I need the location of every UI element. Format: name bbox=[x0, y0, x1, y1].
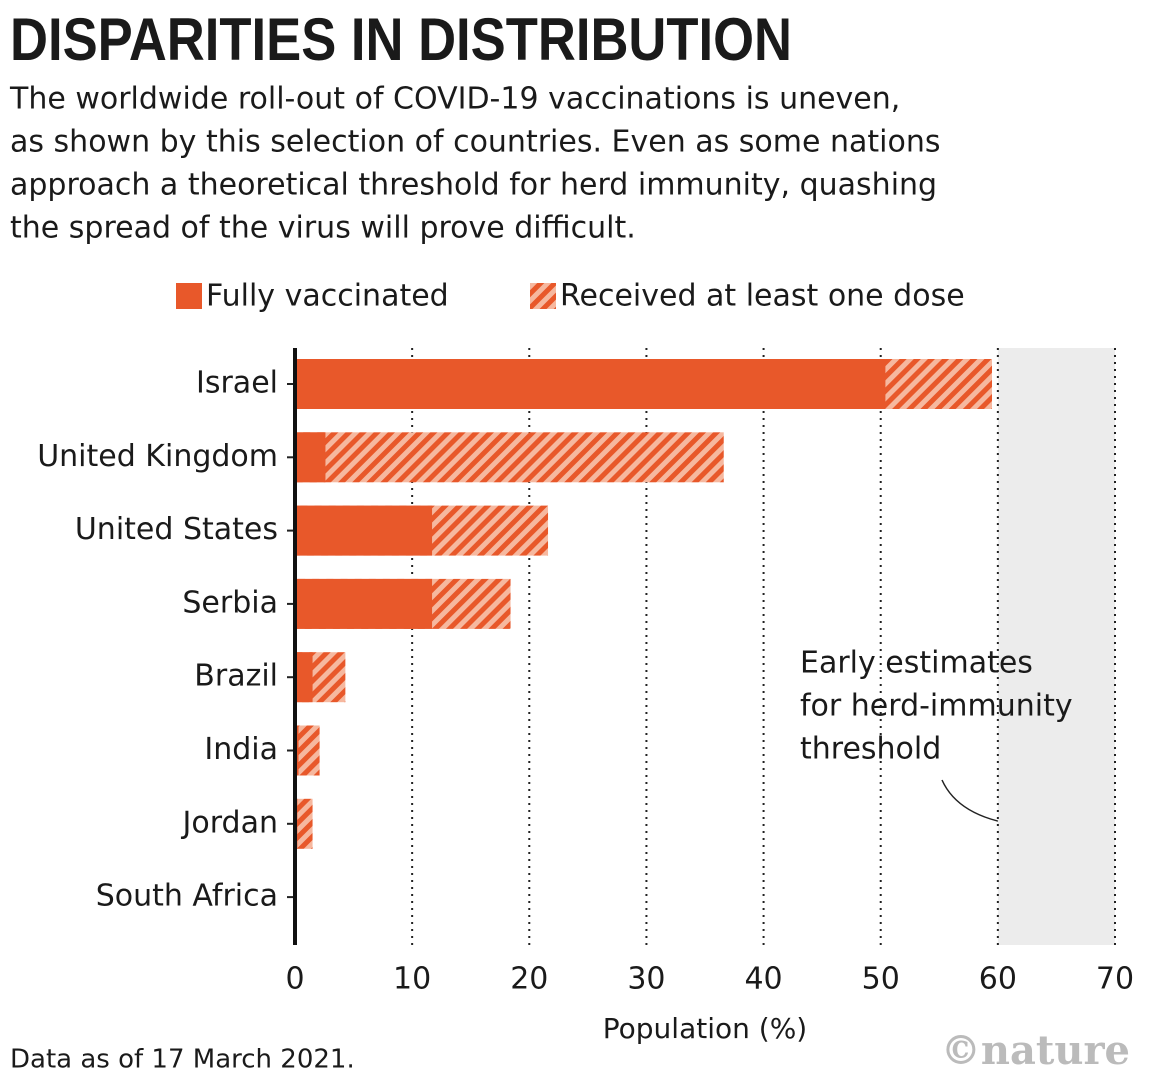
bar bbox=[295, 432, 724, 483]
note: Data as of 17 March 2021. bbox=[10, 1045, 355, 1075]
subtitle-line: approach a theoretical threshold for her… bbox=[10, 168, 937, 203]
credit: ©nature bbox=[941, 1027, 1130, 1074]
x-tick-label: 0 bbox=[285, 962, 304, 997]
y-tick-label: Brazil bbox=[194, 659, 278, 694]
chart-title: DISPARITIES IN DISTRIBUTION bbox=[10, 6, 792, 73]
x-tick-label: 10 bbox=[393, 962, 431, 997]
bar bbox=[295, 725, 320, 776]
legend-swatch bbox=[530, 283, 556, 309]
bar bbox=[295, 798, 313, 849]
legend-label: Received at least one dose bbox=[560, 279, 965, 314]
legend-swatch bbox=[176, 283, 202, 309]
y-tick-label: Serbia bbox=[182, 585, 278, 620]
y-tick-label: South Africa bbox=[96, 879, 278, 914]
x-tick-label: 20 bbox=[510, 962, 548, 997]
x-axis-label: Population (%) bbox=[603, 1012, 807, 1045]
y-tick-label: India bbox=[204, 732, 278, 767]
annotation: Early estimates bbox=[800, 646, 1033, 681]
annotation: for herd-immunity bbox=[800, 689, 1073, 724]
subtitle-line: as shown by this selection of countries.… bbox=[10, 125, 941, 160]
herd-band bbox=[997, 348, 1115, 945]
y-tick-label: United Kingdom bbox=[37, 439, 278, 474]
subtitle-line: the spread of the virus will prove diffi… bbox=[10, 211, 636, 246]
subtitle-line: The worldwide roll-out of COVID-19 vacci… bbox=[9, 82, 900, 117]
y-tick-label: United States bbox=[75, 512, 278, 547]
x-tick-label: 30 bbox=[627, 962, 665, 997]
x-tick-label: 60 bbox=[979, 962, 1017, 997]
x-tick-label: 40 bbox=[744, 962, 782, 997]
bar bbox=[295, 359, 886, 409]
legend-label: Fully vaccinated bbox=[206, 279, 449, 314]
bar bbox=[295, 432, 326, 483]
annotation: threshold bbox=[800, 732, 941, 767]
y-tick-label: Jordan bbox=[181, 805, 278, 840]
y-tick-label: Israel bbox=[196, 366, 278, 401]
bar bbox=[295, 652, 313, 703]
bar bbox=[295, 578, 433, 629]
x-tick-label: 50 bbox=[862, 962, 900, 997]
bar bbox=[295, 505, 433, 556]
x-tick-label: 70 bbox=[1096, 962, 1134, 997]
